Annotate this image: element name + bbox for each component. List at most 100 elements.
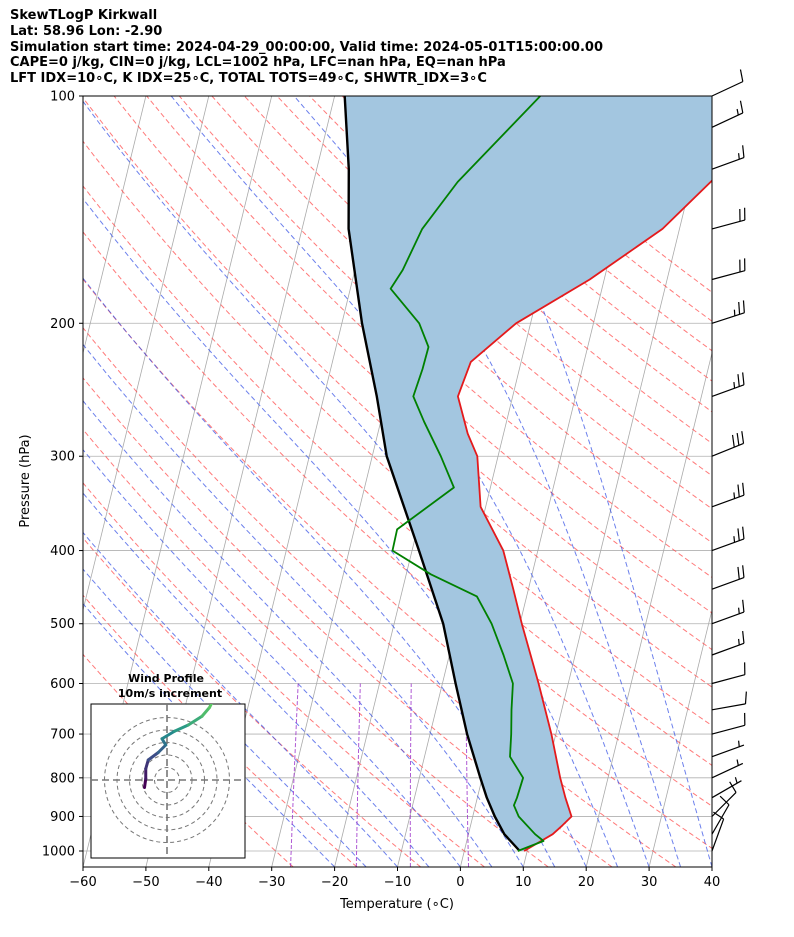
wind-barb-flag [744, 258, 746, 271]
wind-barb-flag [731, 434, 735, 448]
wind-barb-staff [711, 792, 737, 817]
wind-barb [711, 526, 745, 552]
hodograph-inset: Wind Profile 10m/s increment [90, 672, 246, 859]
wind-barb-half [733, 536, 736, 543]
wind-barb [711, 631, 745, 656]
dry-adiabat [83, 428, 549, 867]
wind-barb-staff [711, 112, 744, 128]
moist-adiabat [83, 400, 493, 867]
x-tick-label: −20 [321, 875, 348, 890]
x-tick-label: 40 [704, 875, 721, 890]
wind-barb-staff [711, 270, 745, 281]
wind-barb-flag [729, 781, 737, 793]
wind-barb [711, 100, 744, 128]
wind-barb [711, 145, 745, 170]
wind-barb-flag [744, 691, 747, 704]
wind-barb-flag [737, 566, 740, 580]
wind-barb-staff [711, 219, 745, 230]
x-tick-label: 10 [515, 875, 532, 890]
title-indices-2: LFT IDX=10∘C, K IDX=25∘C, TOTAL TOTS=49∘… [10, 71, 487, 87]
wind-barb [711, 662, 746, 685]
wind-barb-half [736, 108, 739, 116]
dry-adiabat [178, 96, 712, 579]
hodograph-segment [146, 751, 160, 762]
mixing-ratio-line [409, 683, 412, 867]
wind-barb-half [738, 740, 740, 747]
wind-barb [711, 431, 745, 457]
hodograph-segment [186, 714, 204, 727]
wind-barb-flag [742, 599, 745, 613]
y-tick-label: 200 [50, 317, 75, 332]
moist-adiabat [83, 343, 524, 867]
y-tick-label: 600 [50, 677, 75, 692]
moist-adiabat [83, 277, 556, 867]
hodograph-segment [173, 723, 190, 733]
title-indices-1: CAPE=0 j/kg, CIN=0 j/kg, LCL=1002 hPa, L… [10, 55, 506, 71]
wind-barb-staff [711, 804, 730, 835]
wind-barb-half [738, 638, 740, 646]
x-tick-label: −60 [69, 875, 96, 890]
x-tick-label: 20 [578, 875, 595, 890]
mixing-ratio-line [355, 683, 361, 867]
temperature-line [456, 179, 712, 852]
dry-adiabat [309, 96, 712, 445]
wind-barb [711, 740, 745, 758]
title-location: Lat: 58.96 Lon: -2.90 [10, 23, 163, 39]
wind-barb-half [734, 777, 738, 784]
title-times: Simulation start time: 2024-04-29_00:00:… [10, 39, 603, 55]
wind-barb [711, 759, 744, 779]
wind-barb [711, 565, 745, 590]
wind-barb-half [733, 309, 736, 316]
wind-barb-half [733, 492, 736, 499]
wind-barb [711, 207, 746, 230]
wind-barb-staff [711, 642, 745, 656]
wind-barb-staff [711, 494, 745, 508]
hodograph-segment [156, 743, 168, 754]
x-tick-label: 30 [641, 875, 658, 890]
y-tick-label: 800 [50, 771, 75, 786]
moist-adiabat [83, 568, 367, 867]
wind-barb [711, 372, 745, 397]
title-station: SkewTLogP Kirkwall [10, 8, 158, 23]
x-tick-label: −40 [195, 875, 222, 890]
y-tick-label: 400 [50, 544, 75, 559]
wind-barb-flag [742, 300, 745, 313]
wind-barb-staff [711, 577, 745, 590]
wind-barb-flag [739, 259, 741, 273]
wind-barb-half [738, 607, 740, 614]
wind-barb [711, 712, 746, 735]
wind-barb-flag [742, 482, 745, 496]
wind-barb [711, 258, 746, 281]
moist-adiabat [83, 602, 335, 867]
wind-barb-staff [711, 538, 745, 552]
hodograph-segment [160, 729, 176, 741]
y-tick-label: 900 [50, 810, 75, 825]
wind-barb [711, 482, 745, 508]
dry-adiabat [341, 96, 712, 413]
wind-barb-flag [739, 100, 744, 114]
wind-barb-staff [711, 780, 742, 799]
isotherm-line [522, 96, 712, 867]
inset-frame [90, 703, 246, 859]
cin-shading [344, 96, 712, 851]
wind-barbs [711, 69, 747, 852]
isotherm-line [711, 865, 712, 867]
wind-barb-flag [737, 528, 740, 541]
hodograph-segment [144, 758, 150, 771]
wind-barb-half [736, 759, 739, 766]
x-tick-label: 0 [456, 875, 464, 890]
wind-barb-flag [742, 565, 745, 578]
x-tick-label: −10 [384, 875, 411, 890]
hodograph-segment [200, 706, 211, 718]
x-tick-label: −30 [258, 875, 285, 890]
wind-barb-staff [711, 157, 745, 170]
y-axis-label: Pressure (hPa) [18, 434, 33, 527]
y-tick-label: 500 [50, 617, 75, 632]
wind-barb-staff [711, 442, 744, 457]
dry-adiabat [83, 185, 712, 766]
wind-barb-flag [737, 484, 740, 497]
chart-header: SkewTLogP Kirkwall Lat: 58.96 Lon: -2.90… [10, 8, 603, 87]
wind-barb-flag [739, 69, 744, 82]
wind-barb-half [733, 381, 736, 389]
